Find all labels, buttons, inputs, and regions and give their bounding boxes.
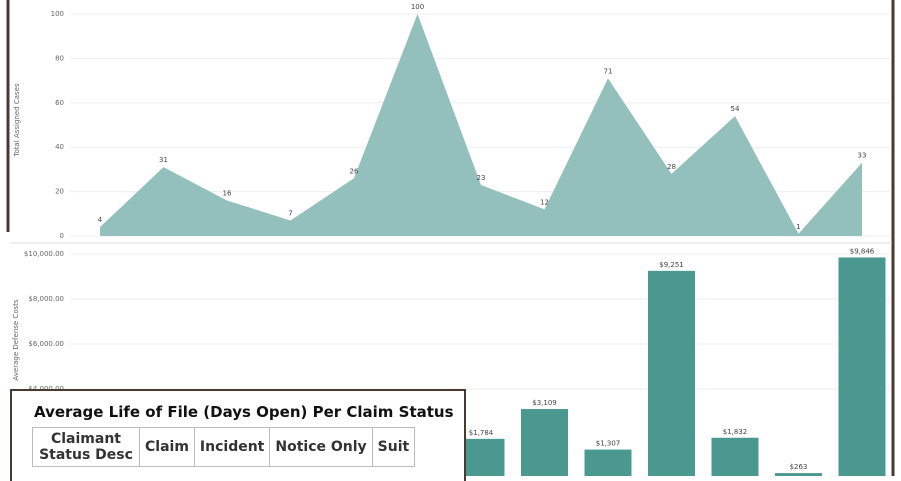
data-label: 16 bbox=[223, 189, 232, 197]
data-label: 26 bbox=[350, 167, 359, 175]
y-tick-label: $10,000.00 bbox=[24, 250, 64, 258]
y-tick-label: 80 bbox=[55, 54, 64, 62]
y-axis-label: Average Defense Costs bbox=[12, 299, 20, 381]
y-tick-label: $8,000.00 bbox=[28, 295, 64, 303]
data-label: $1,832 bbox=[723, 428, 748, 436]
table-title: Average Life of File (Days Open) Per Cla… bbox=[34, 403, 454, 421]
data-label: 1 bbox=[796, 223, 800, 231]
y-axis-label: Total Assigned Cases bbox=[13, 83, 21, 158]
bar bbox=[648, 270, 695, 476]
y-tick-label: $6,000.00 bbox=[28, 340, 64, 348]
data-label: 28 bbox=[667, 163, 676, 171]
data-label: $9,251 bbox=[659, 261, 684, 269]
data-label: $1,784 bbox=[469, 429, 494, 437]
header-cell: Notice Only bbox=[269, 427, 373, 467]
data-label: 12 bbox=[540, 198, 549, 206]
data-label: 23 bbox=[477, 174, 486, 182]
header-row: Claimant Status Desc Claim Incident Notice … bbox=[32, 427, 416, 467]
table-panel: Average Life of File (Days Open) Per Cla… bbox=[10, 389, 466, 481]
data-label: $9,846 bbox=[850, 247, 875, 255]
data-label: 4 bbox=[98, 216, 103, 224]
data-label: $1,307 bbox=[596, 440, 621, 448]
data-label: 31 bbox=[159, 156, 168, 164]
data-label: 7 bbox=[288, 209, 292, 217]
bar bbox=[775, 473, 822, 476]
y-tick-label: 0 bbox=[60, 232, 64, 240]
header-cell: Suit bbox=[371, 427, 416, 467]
y-tick-label: 40 bbox=[55, 143, 64, 151]
bar bbox=[584, 449, 632, 476]
y-tick-label: 20 bbox=[55, 188, 64, 196]
y-tick-label: 60 bbox=[55, 99, 64, 107]
table: Claimant Status Desc Claim Incident Notice … bbox=[32, 427, 416, 467]
data-label: $3,109 bbox=[532, 399, 557, 407]
data-label: 54 bbox=[731, 105, 740, 113]
bar bbox=[838, 257, 886, 476]
data-label: 33 bbox=[858, 152, 867, 160]
bar bbox=[521, 409, 568, 476]
data-label: $263 bbox=[790, 463, 808, 471]
data-label: 71 bbox=[604, 67, 613, 75]
header-cell: Claimant Status Desc bbox=[32, 427, 140, 467]
y-tick-label: 100 bbox=[51, 10, 64, 18]
area bbox=[100, 14, 862, 236]
header-cell: Claim bbox=[139, 427, 195, 467]
data-label: 100 bbox=[411, 3, 424, 11]
header-cell: Incident bbox=[193, 427, 271, 467]
bar bbox=[711, 437, 759, 476]
